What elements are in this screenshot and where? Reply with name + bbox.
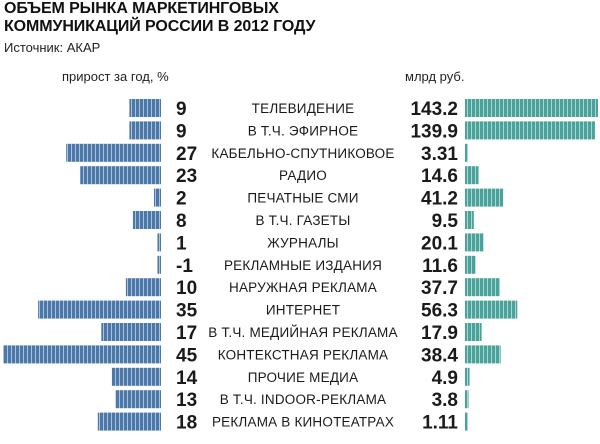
growth-bar [129, 99, 161, 117]
category-label: КАБЕЛЬНО-СПУТНИКОВОЕ [211, 146, 394, 161]
growth-label: 23 [176, 166, 197, 187]
volume-label: 1.11 [422, 413, 458, 434]
volume-bar [465, 233, 484, 252]
chart-title: ОБЪЕМ РЫНКА МАРКЕТИНГОВЫХ КОММУНИКАЦИЙ Р… [4, 0, 315, 36]
volume-bar [465, 278, 501, 297]
growth-bar [38, 300, 161, 319]
category-label: НАРУЖНАЯ РЕКЛАМА [229, 280, 377, 295]
category-label: ТЕЛЕВИДЕНИЕ [252, 101, 355, 116]
category-label: ПЕЧАТНЫЕ СМИ [247, 191, 358, 206]
volume-axis-label: млрд руб. [405, 69, 465, 84]
volume-label: 56.3 [421, 301, 458, 322]
growth-bar [157, 233, 161, 252]
volume-label: 38.4 [421, 345, 458, 366]
category-label: ИНТЕРНЕТ [266, 303, 340, 318]
growth-label: 13 [176, 390, 197, 411]
volume-label: 3.31 [421, 144, 458, 165]
growth-axis-label: прирост за год, % [62, 69, 169, 84]
volume-bar [465, 166, 479, 185]
volume-label: 37.7 [421, 278, 458, 299]
volume-label: 4.9 [432, 368, 458, 389]
volume-bar [465, 390, 469, 409]
volume-bar [465, 345, 501, 364]
growth-label: 35 [176, 301, 198, 322]
growth-label: 27 [176, 144, 197, 165]
growth-bar [153, 188, 161, 207]
growth-bar [125, 278, 161, 297]
growth-bar [3, 345, 161, 364]
growth-label: 45 [176, 345, 198, 366]
volume-bar [465, 367, 470, 386]
growth-label: 18 [176, 413, 197, 434]
growth-bar [132, 211, 161, 229]
category-label: В Т.Ч. ЭФИРНОЕ [248, 123, 358, 138]
category-label: ЖУРНАЛЫ [267, 235, 339, 250]
volume-label: 11.6 [422, 256, 458, 277]
chart-source: Источник: АКАР [4, 40, 101, 55]
category-label: КОНТЕКСТНАЯ РЕКЛАМА [218, 347, 389, 362]
growth-label: 9 [176, 99, 187, 120]
volume-label: 14.6 [421, 166, 458, 187]
category-label: В Т.Ч. МЕДИЙНАЯ РЕКЛАМА [208, 325, 397, 340]
growth-label: 2 [176, 189, 187, 210]
growth-label: 1 [176, 233, 187, 254]
volume-bar [465, 188, 504, 207]
growth-bar [115, 390, 161, 409]
growth-bar [111, 367, 161, 386]
volume-bar [465, 143, 469, 162]
growth-bar [129, 121, 161, 140]
growth-bar [97, 412, 161, 431]
category-label: РАДИО [279, 168, 327, 183]
volume-label: 9.5 [432, 211, 459, 232]
growth-bar [66, 143, 161, 162]
volume-label: 17.9 [421, 323, 458, 344]
growth-label: 9 [176, 121, 187, 142]
chart-title-line1: ОБЪЕМ РЫНКА МАРКЕТИНГОВЫХ [4, 0, 279, 17]
category-label: В Т.Ч. INDOOR-РЕКЛАМА [220, 392, 386, 407]
growth-bar [80, 166, 161, 185]
volume-bar [465, 412, 468, 431]
volume-bar [465, 99, 598, 117]
volume-bar [465, 121, 595, 140]
growth-label: 17 [176, 323, 197, 344]
growth-label: -1 [176, 256, 193, 277]
volume-bar [465, 211, 474, 229]
category-label: РЕКЛАМА В КИНОТЕАТРАХ [212, 415, 394, 430]
growth-label: 10 [176, 278, 197, 299]
volume-label: 143.2 [410, 99, 458, 120]
volume-label: 20.1 [421, 233, 458, 254]
volume-bar [465, 255, 476, 274]
volume-label: 139.9 [410, 121, 458, 142]
category-label: ПРОЧИЕ МЕДИА [248, 370, 359, 385]
growth-label: 14 [176, 368, 198, 389]
volume-bar [465, 323, 482, 341]
growth-bar [157, 255, 161, 274]
volume-bar [465, 300, 518, 319]
growth-bar [101, 323, 161, 341]
growth-label: 8 [176, 211, 187, 232]
volume-label: 3.8 [432, 390, 458, 411]
category-label: В Т.Ч. ГАЗЕТЫ [256, 213, 351, 228]
category-label: РЕКЛАМНЫЕ ИЗДАНИЯ [224, 258, 382, 273]
chart-title-line2: КОММУНИКАЦИЙ РОССИИ В 2012 ГОДУ [4, 18, 316, 35]
volume-label: 41.2 [421, 189, 458, 210]
